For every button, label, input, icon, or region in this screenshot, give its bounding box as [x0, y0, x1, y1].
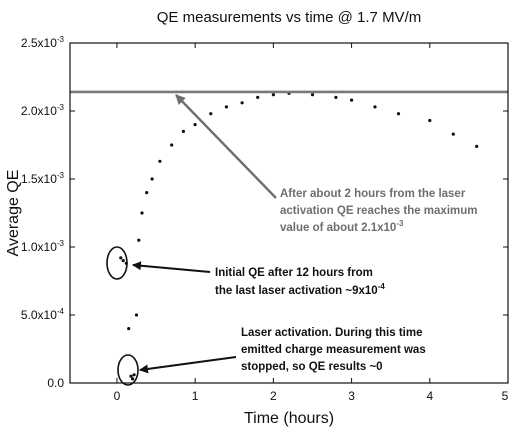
x-tick-label: 2: [270, 389, 277, 403]
annotation-initial-qe: Initial QE after 12 hours from the last …: [215, 267, 385, 297]
x-tick-label: 1: [192, 389, 199, 403]
y-tick-label: 2.5x10-3: [21, 35, 65, 50]
annotation-laser-line-1: Laser activation. During this time: [241, 327, 422, 339]
annotation-max-qe: After about 2 hours from the laser activ…: [280, 188, 481, 234]
y-tick-label: 1.0x10-3: [21, 239, 65, 254]
max-qe-arrow: [175, 94, 277, 199]
scatter-point: [193, 123, 197, 127]
x-tick-label: 4: [426, 389, 433, 403]
y-tick-label: 1.5x10-3: [21, 171, 65, 186]
scatter-point: [428, 118, 432, 123]
plot-frame: [69, 42, 509, 384]
scatter-point: [134, 313, 139, 317]
scatter-point: [181, 129, 185, 133]
annotation-max-qe-line-1: After about 2 hours from the laser: [280, 188, 466, 200]
scatter-point: [475, 144, 479, 148]
annotation-laser-activation: Laser activation. During this time emitt…: [241, 327, 429, 373]
scatter-point: [396, 112, 401, 116]
scatter-point: [150, 177, 154, 181]
annotation-max-qe-exponent: -3: [396, 219, 404, 228]
scatter-point: [119, 256, 123, 260]
scatter-point: [334, 95, 338, 99]
scatter-point: [240, 101, 244, 105]
scatter-point: [158, 159, 162, 163]
axis-ticks: 0 1 2 3 4 5 0.0 5.0x10-4 1.0x10-3 1.5x10-3 2.0x10-…: [21, 35, 509, 403]
chart-title: QE measurements vs time @ 1.7 MV/m: [157, 9, 421, 26]
annotation-max-qe-line-3: value of about 2.1x10: [280, 222, 396, 234]
annotation-laser-line-2: emitted charge measurement was: [241, 344, 426, 356]
scatter-point: [256, 95, 260, 99]
annotation-initial-qe-line-1: Initial QE after 12 hours from: [215, 267, 373, 279]
initial-qe-ellipse: [106, 246, 128, 280]
x-tick-label: 5: [502, 389, 509, 403]
y-tick-label: 0.0: [47, 376, 64, 390]
x-axis-label: Time (hours): [244, 410, 334, 427]
scatter-point: [224, 105, 228, 109]
laser-activation-ellipse: [117, 354, 139, 386]
y-tick-label: 2.0x10-3: [21, 103, 65, 118]
plot-area: [119, 91, 479, 381]
scatter-point: [121, 259, 125, 263]
annotation-max-qe-line-2: activation QE reaches the maximum: [280, 205, 478, 217]
scatter-point: [170, 143, 174, 147]
y-tick-label: 5.0x10-4: [21, 307, 65, 322]
scatter-point: [132, 373, 136, 377]
scatter-point: [209, 112, 213, 116]
scatter-point: [350, 98, 354, 102]
initial-qe-arrow: [132, 261, 211, 273]
scatter-point: [127, 327, 131, 331]
x-tick-label: 0: [114, 389, 121, 403]
scatter-point: [129, 374, 133, 378]
scatter-point: [271, 93, 275, 97]
scatter-point: [131, 377, 135, 381]
scatter-point: [145, 191, 149, 195]
scatter-point: [140, 211, 144, 215]
x-tick-label: 3: [348, 389, 355, 403]
annotation-initial-qe-line-2: the last laser activation ~9x10: [215, 285, 378, 297]
annotation-initial-qe-exponent: -4: [378, 282, 386, 291]
scatter-point: [137, 238, 141, 242]
laser-activation-arrow: [139, 356, 237, 374]
y-axis-label: Average QE: [5, 170, 22, 257]
scatter-point: [373, 105, 377, 109]
scatter-point: [451, 132, 455, 136]
annotation-laser-line-3: stopped, so QE results ~0: [241, 361, 383, 373]
scatter-point: [310, 93, 315, 97]
